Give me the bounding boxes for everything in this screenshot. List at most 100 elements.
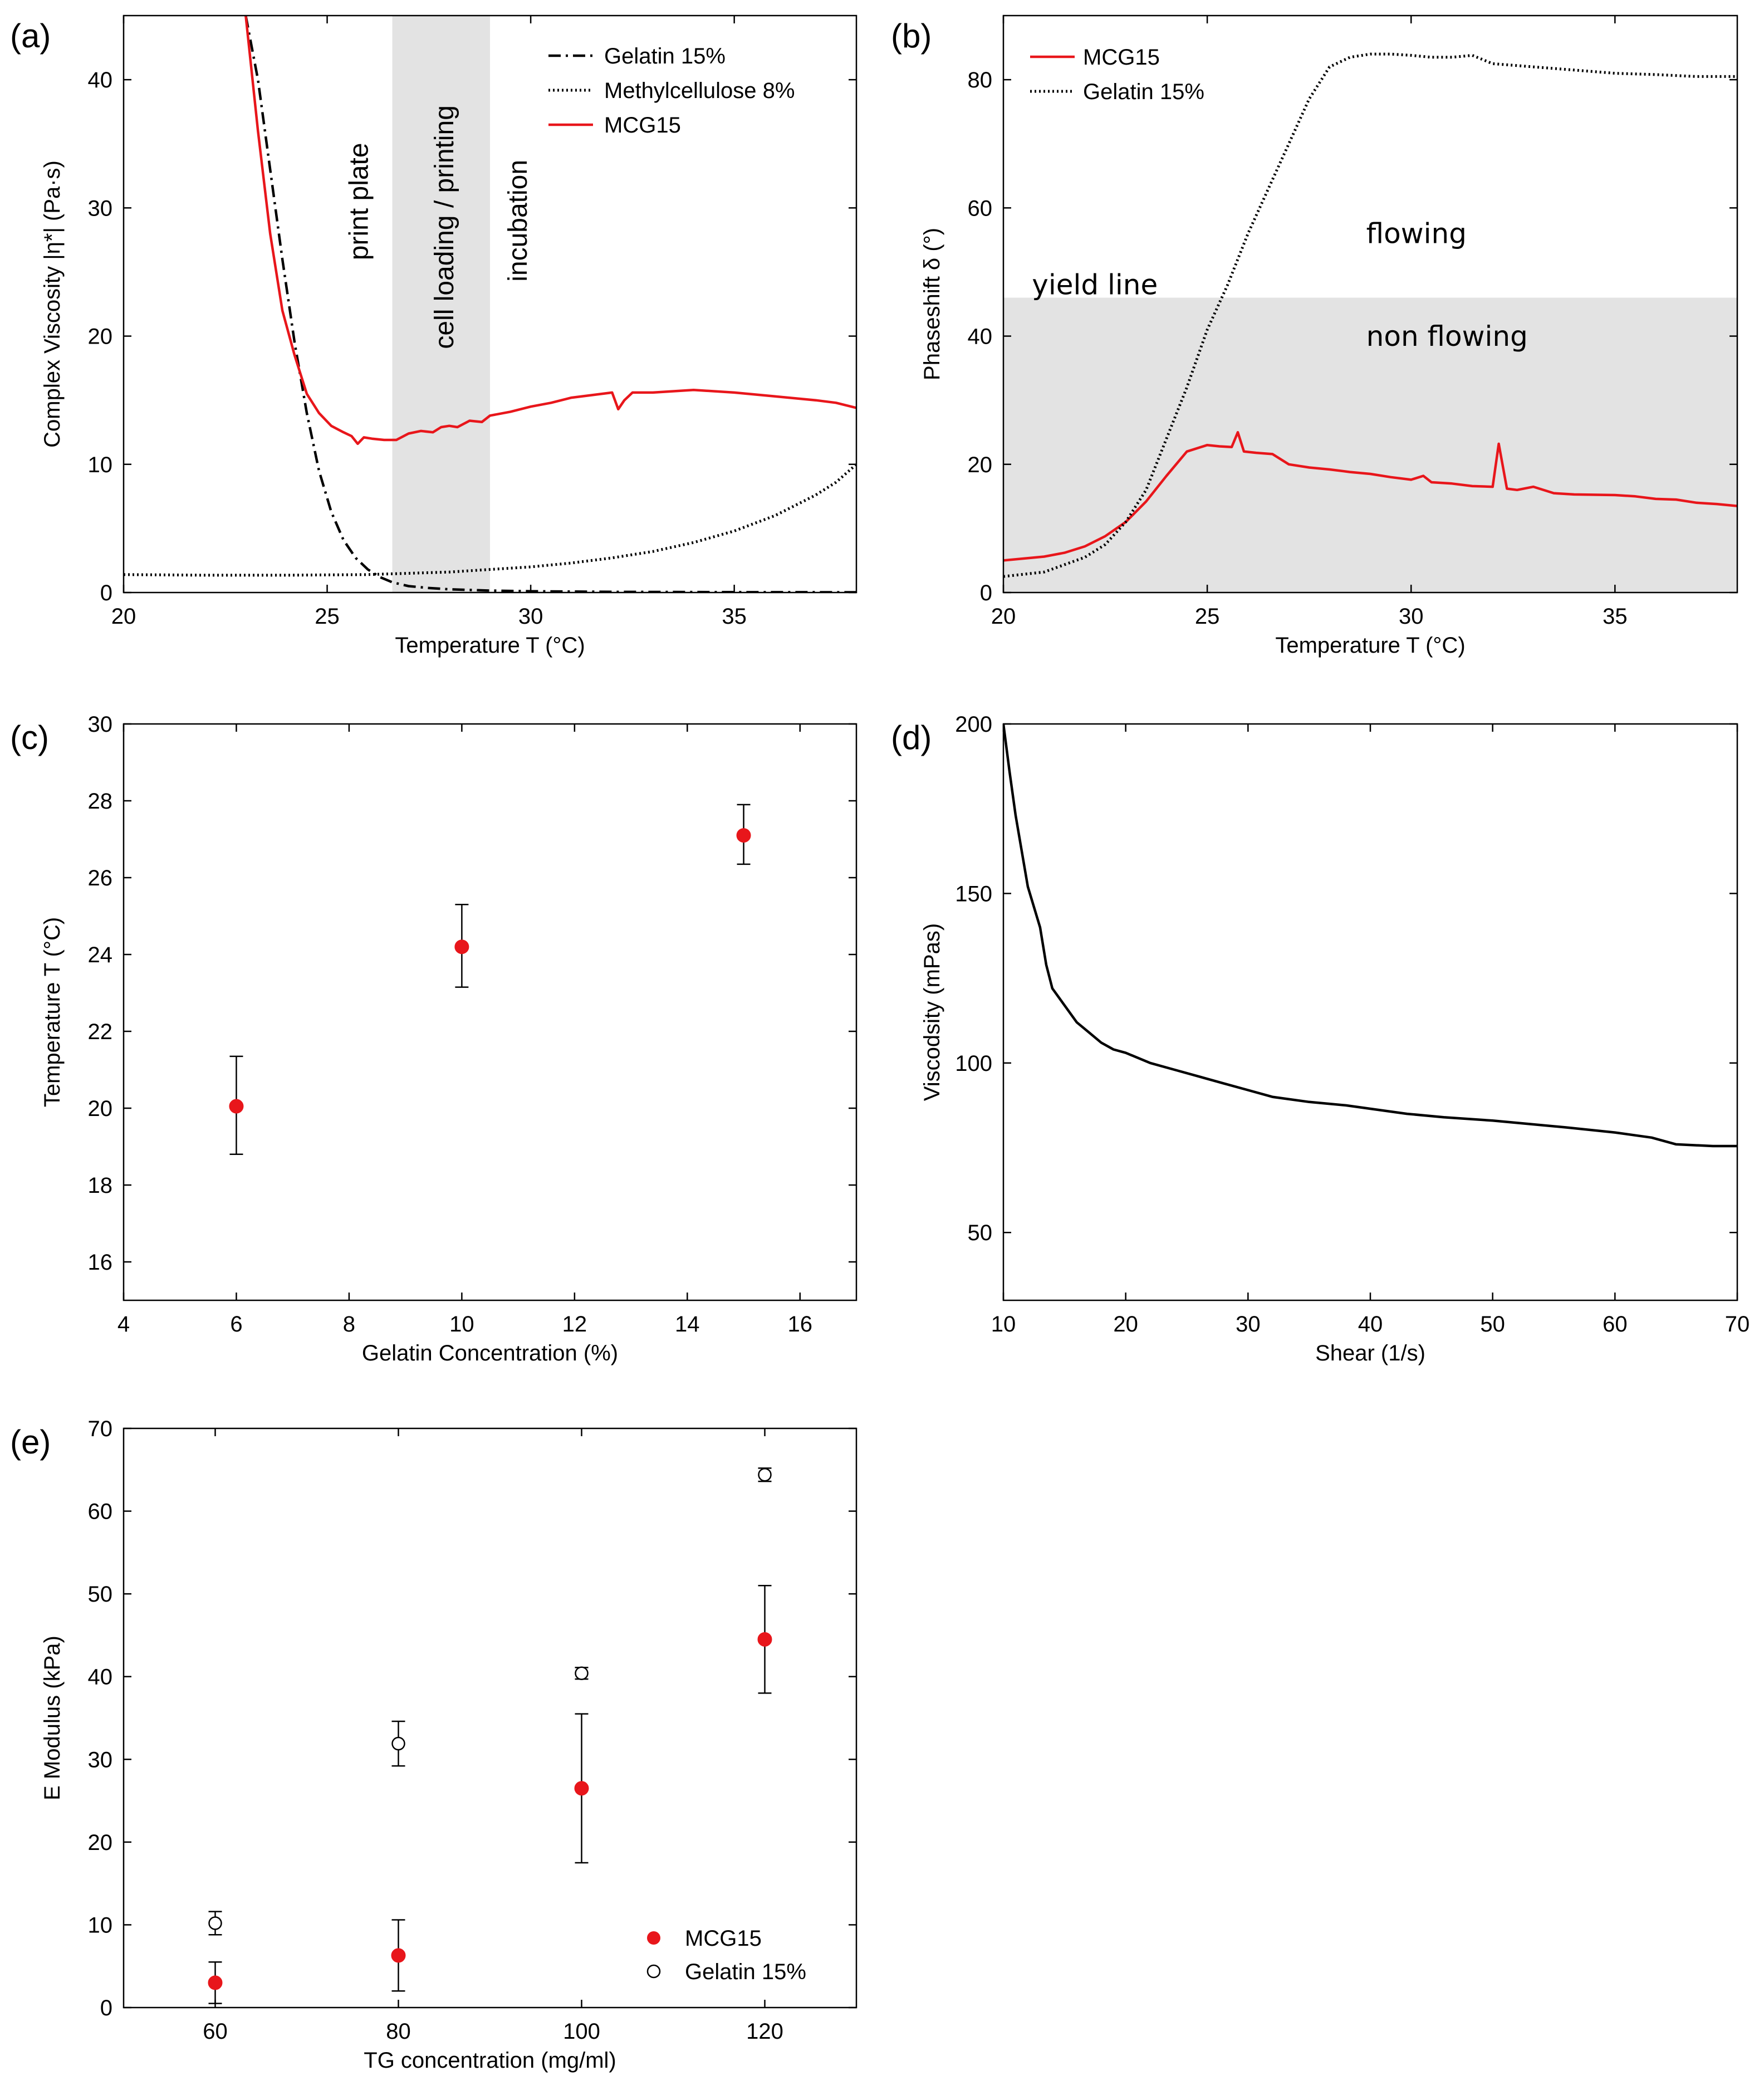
series-b-1 bbox=[1003, 52, 1737, 578]
y-axis-label: E Modulus (kPa) bbox=[40, 1636, 65, 1800]
series-line bbox=[244, 16, 856, 593]
y-tick-label: 100 bbox=[955, 1051, 992, 1076]
data-point bbox=[575, 1666, 589, 1681]
y-tick-label: 40 bbox=[88, 68, 113, 92]
y-tick-label: 40 bbox=[88, 1665, 113, 1690]
y-axis-label: Phaseshift δ (°) bbox=[920, 228, 944, 380]
y-tick-label: 20 bbox=[88, 1096, 113, 1121]
legend-label: Methylcellulose 8% bbox=[604, 79, 795, 103]
annotation: incubation bbox=[503, 160, 533, 282]
y-tick-label: 20 bbox=[968, 453, 993, 477]
series-line bbox=[244, 16, 856, 446]
data-point bbox=[391, 1948, 406, 1963]
axes-box bbox=[122, 14, 857, 594]
x-tick-label: 20 bbox=[1113, 1312, 1138, 1337]
x-axis-label: TG concentration (mg/ml) bbox=[364, 2048, 616, 2073]
panel-e: 60 80 100 120 0 10 20 30 40 50 60 70 TG concentratio… bbox=[10, 1417, 857, 2073]
shaded-band bbox=[392, 16, 490, 593]
y-tick-label: 50 bbox=[88, 1582, 113, 1607]
shaded-band bbox=[1003, 297, 1737, 593]
x-tick-label: 100 bbox=[563, 2019, 600, 2044]
series-e-0 bbox=[208, 1585, 772, 2004]
panel-label: (d) bbox=[891, 719, 932, 756]
x-tick-label: 70 bbox=[1725, 1312, 1750, 1337]
legend-label: MCG15 bbox=[604, 113, 681, 138]
data-point bbox=[574, 1781, 589, 1796]
x-tick-label: 12 bbox=[562, 1312, 587, 1337]
data-point bbox=[208, 1975, 223, 1990]
y-tick-label: 30 bbox=[88, 196, 113, 221]
legend: MCG15 Gelatin 15% bbox=[1030, 45, 1204, 104]
y-tick-label: 50 bbox=[968, 1221, 993, 1245]
panel-a: 20 25 30 35 0 10 20 30 40 Temperature T (°C) Compl… bbox=[10, 14, 857, 658]
annotation: non flowing bbox=[1366, 320, 1528, 353]
x-tick-label: 35 bbox=[722, 604, 747, 629]
x-axis-label: Gelatin Concentration (%) bbox=[362, 1341, 618, 1365]
x-tick-label: 60 bbox=[1603, 1312, 1628, 1337]
series-a-0 bbox=[244, 16, 856, 593]
x-tick-label: 30 bbox=[1236, 1312, 1261, 1337]
x-tick-label: 120 bbox=[746, 2019, 783, 2044]
panel-d: 10 20 30 40 50 60 70 50 100 150 200 Shear (1/s) Visc… bbox=[891, 712, 1750, 1365]
x-axis-label: Temperature T (°C) bbox=[395, 633, 585, 658]
x-tick-label: 10 bbox=[449, 1312, 474, 1337]
panel-label: (e) bbox=[10, 1423, 51, 1461]
x-tick-label: 30 bbox=[518, 604, 543, 629]
x-tick-label: 40 bbox=[1358, 1312, 1383, 1337]
x-tick-label: 10 bbox=[991, 1312, 1016, 1337]
x-axis-label: Temperature T (°C) bbox=[1275, 633, 1465, 658]
y-tick-label: 20 bbox=[88, 325, 113, 349]
panel-label: (c) bbox=[10, 719, 49, 756]
x-tick-label: 60 bbox=[203, 2019, 228, 2044]
x-tick-label: 4 bbox=[117, 1312, 130, 1337]
axes-box bbox=[122, 1427, 857, 2009]
y-tick-label: 60 bbox=[968, 196, 993, 221]
axes-box bbox=[1002, 14, 1738, 594]
series-line bbox=[1003, 52, 1737, 578]
x-tick-label: 30 bbox=[1399, 604, 1424, 629]
annotation: yield line bbox=[1032, 269, 1158, 301]
series-d-0 bbox=[1003, 724, 1737, 1148]
data-point bbox=[454, 939, 469, 954]
x-tick-label: 20 bbox=[111, 604, 136, 629]
legend-label: MCG15 bbox=[685, 1926, 762, 1951]
x-tick-label: 14 bbox=[675, 1312, 700, 1337]
legend-label: Gelatin 15% bbox=[604, 44, 726, 68]
y-tick-label: 26 bbox=[88, 866, 113, 890]
data-point bbox=[391, 1736, 405, 1751]
legend: MCG15 Gelatin 15% bbox=[646, 1926, 806, 1984]
y-axis-label: Complex Viscosity |η*| (Pa·s) bbox=[40, 160, 65, 448]
y-tick-label: 0 bbox=[100, 1996, 112, 2020]
y-tick-label: 10 bbox=[88, 453, 113, 477]
series-e-1 bbox=[208, 1467, 772, 1936]
panel-c: 4 6 8 10 12 14 16 16 18 20 22 24 26 28 30 Gelatin Conce… bbox=[10, 712, 857, 1365]
legend-marker bbox=[647, 1931, 660, 1945]
y-tick-label: 0 bbox=[980, 581, 992, 605]
x-tick-label: 35 bbox=[1603, 604, 1628, 629]
axes-box bbox=[122, 723, 857, 1301]
x-tick-label: 6 bbox=[230, 1312, 242, 1337]
x-tick-label: 80 bbox=[386, 2019, 411, 2044]
panel-label: (b) bbox=[891, 17, 932, 55]
y-tick-label: 28 bbox=[88, 789, 113, 814]
axes-box bbox=[1002, 723, 1738, 1301]
y-tick-label: 40 bbox=[968, 325, 993, 349]
x-tick-label: 8 bbox=[343, 1312, 355, 1337]
x-tick-label: 20 bbox=[991, 604, 1016, 629]
y-tick-label: 30 bbox=[88, 1747, 113, 1772]
x-tick-label: 25 bbox=[315, 604, 340, 629]
y-tick-label: 10 bbox=[88, 1913, 113, 1937]
x-tick-label: 50 bbox=[1480, 1312, 1505, 1337]
data-point bbox=[208, 1916, 222, 1930]
annotation: flowing bbox=[1366, 218, 1467, 250]
legend-label: Gelatin 15% bbox=[685, 1960, 806, 1984]
legend-marker bbox=[646, 1964, 661, 1979]
annotation: cell loading / printing bbox=[430, 105, 459, 349]
legend: Gelatin 15% Methylcellulose 8% MCG15 bbox=[548, 44, 795, 138]
series-line bbox=[1003, 724, 1737, 1148]
y-tick-label: 16 bbox=[88, 1250, 113, 1275]
panel-label: (a) bbox=[10, 17, 51, 55]
y-tick-label: 20 bbox=[88, 1830, 113, 1855]
